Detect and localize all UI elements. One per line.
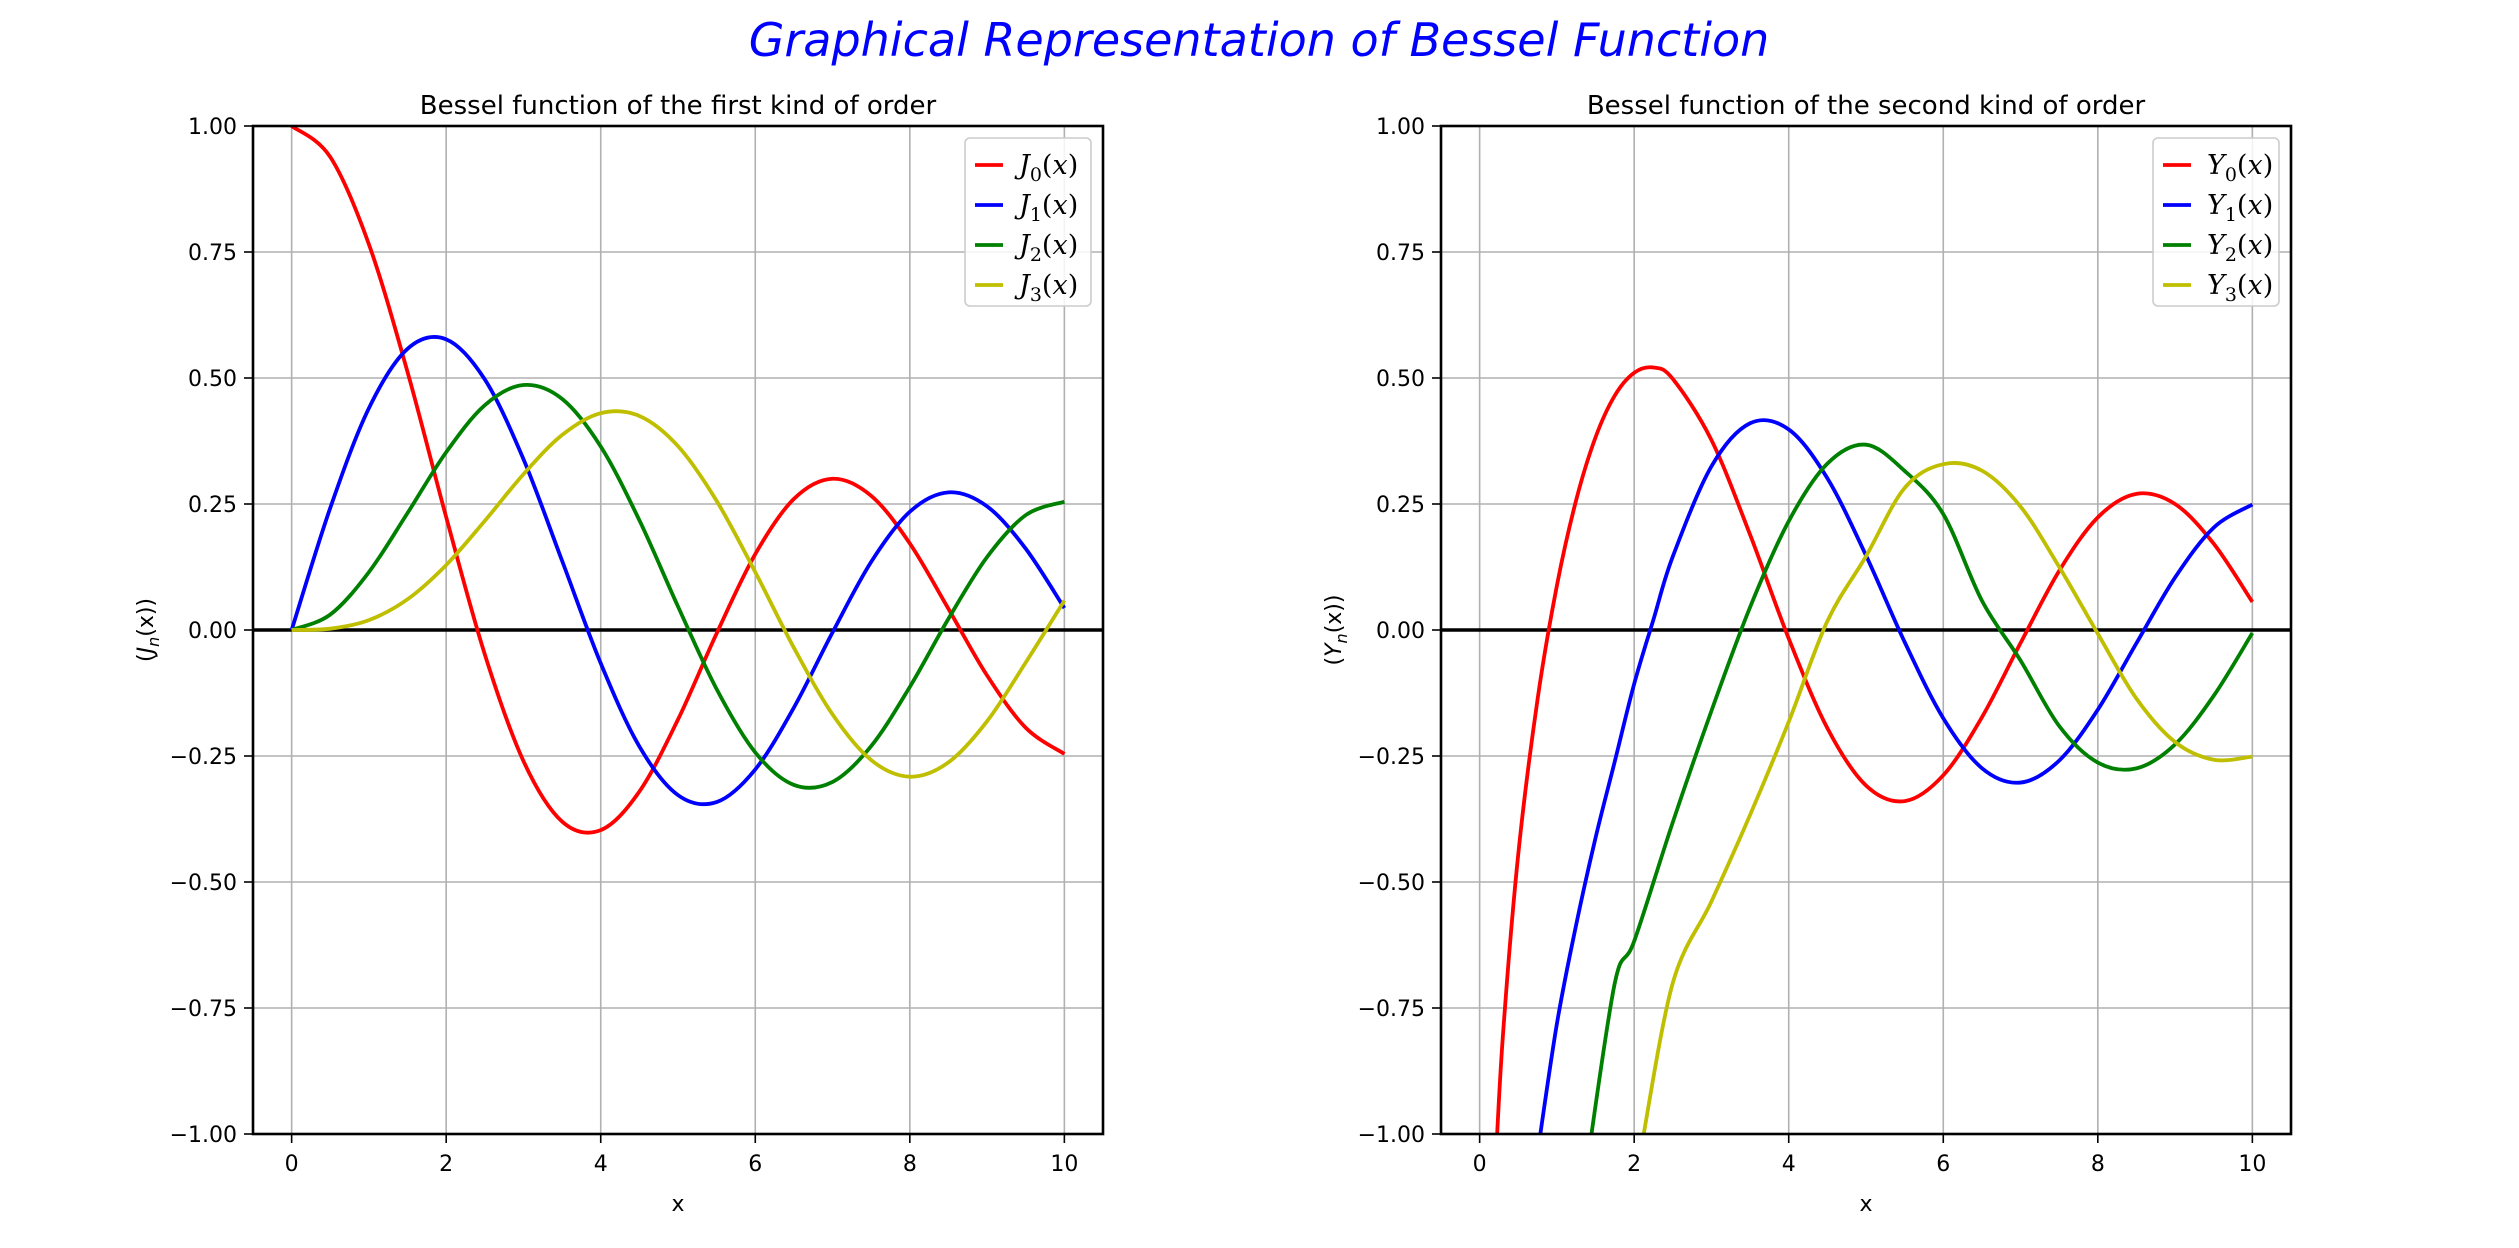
x-tick-label: 0 — [1473, 1152, 1487, 1177]
x-tick-label: 4 — [594, 1152, 608, 1177]
y-tick-label: 0.50 — [188, 367, 237, 392]
y-tick-label: −0.50 — [170, 871, 237, 896]
y-tick-label: 0.50 — [1376, 367, 1425, 392]
figure-title: Graphical Representation of Bessel Funct… — [749, 13, 1770, 67]
series-line-y-2-x- — [1589, 442, 2254, 1134]
y-tick-label: 0.75 — [1376, 241, 1425, 266]
y-tick-label: 0.25 — [1376, 493, 1425, 518]
x-tick-label: 6 — [748, 1152, 762, 1177]
series-line-j-2-x- — [290, 382, 1065, 790]
x-axis-label: x — [671, 1192, 684, 1217]
legend-entry: Y2(x) — [2207, 230, 2273, 266]
y-tick-label: −1.00 — [170, 1123, 237, 1148]
series-line-y-3-x- — [1641, 461, 2253, 1134]
y-tick-label: −1.00 — [1358, 1123, 1425, 1148]
legend-entry: Y0(x) — [2207, 150, 2273, 186]
plot-area — [1495, 365, 2254, 1134]
y-tick-label: −0.75 — [170, 997, 237, 1022]
legend: J0(x) J1(x) J2(x) J3(x) — [964, 137, 1092, 307]
series-line-j-1-x- — [289, 335, 1066, 807]
legend-entry: J2(x) — [1014, 230, 1078, 266]
series-line-j-3-x- — [291, 409, 1066, 779]
x-tick-label: 8 — [903, 1152, 917, 1177]
legend-entry: J0(x) — [1014, 150, 1078, 186]
x-tick-label: 2 — [439, 1152, 453, 1177]
axes-title: Bessel function of the first kind of ord… — [420, 91, 937, 121]
legend-entry: J3(x) — [1014, 270, 1078, 306]
y-tick-label: 1.00 — [1376, 115, 1425, 140]
y-axis-label: (Jn(x)) — [134, 598, 163, 662]
x-tick-label: 8 — [2091, 1152, 2105, 1177]
y-tick-label: 1.00 — [188, 115, 237, 140]
legend-box — [2152, 137, 2280, 307]
axes-title: Bessel function of the second kind of or… — [1587, 91, 2146, 121]
y-tick-label: 0.75 — [188, 241, 237, 266]
x-tick-label: 4 — [1782, 1152, 1796, 1177]
y-tick-label: −0.50 — [1358, 871, 1425, 896]
y-tick-label: 0.00 — [1376, 619, 1425, 644]
legend-entry: Y3(x) — [2207, 270, 2273, 306]
legend: Y0(x) Y1(x) Y2(x) Y3(x) — [2152, 137, 2280, 307]
y-tick-label: 0.00 — [188, 619, 237, 644]
legend-box — [964, 137, 1092, 307]
series-line-y-1-x- — [1538, 418, 2254, 1134]
y-axis-label: (Yn(x)) — [1322, 595, 1351, 666]
legend-entry: Y1(x) — [2207, 190, 2273, 226]
x-tick-label: 10 — [2238, 1152, 2266, 1177]
y-tick-label: 0.25 — [188, 493, 237, 518]
chart-panel-second-kind: 0 2 4 6 8 10 1.00 0.75 0.50 0.25 0.00 −0.25 −0.50 −0.… — [1322, 91, 2293, 1217]
series-line-y-0-x- — [1495, 365, 2254, 1134]
x-axis-label: x — [1859, 1192, 1872, 1217]
legend-entry: J1(x) — [1014, 190, 1078, 226]
y-tick-label: −0.25 — [170, 745, 237, 770]
y-tick-label: −0.75 — [1358, 997, 1425, 1022]
x-tick-label: 6 — [1936, 1152, 1950, 1177]
x-tick-label: 10 — [1050, 1152, 1078, 1177]
x-tick-label: 2 — [1627, 1152, 1641, 1177]
series-line-j-0-x- — [290, 126, 1066, 835]
y-tick-label: −0.25 — [1358, 745, 1425, 770]
x-tick-label: 0 — [285, 1152, 299, 1177]
chart-panel-first-kind: 0 2 4 6 8 10 1.00 0.75 0.50 0.25 0.00 −0.25 −0.50 −0.… — [134, 91, 1105, 1217]
plot-area — [289, 126, 1066, 835]
